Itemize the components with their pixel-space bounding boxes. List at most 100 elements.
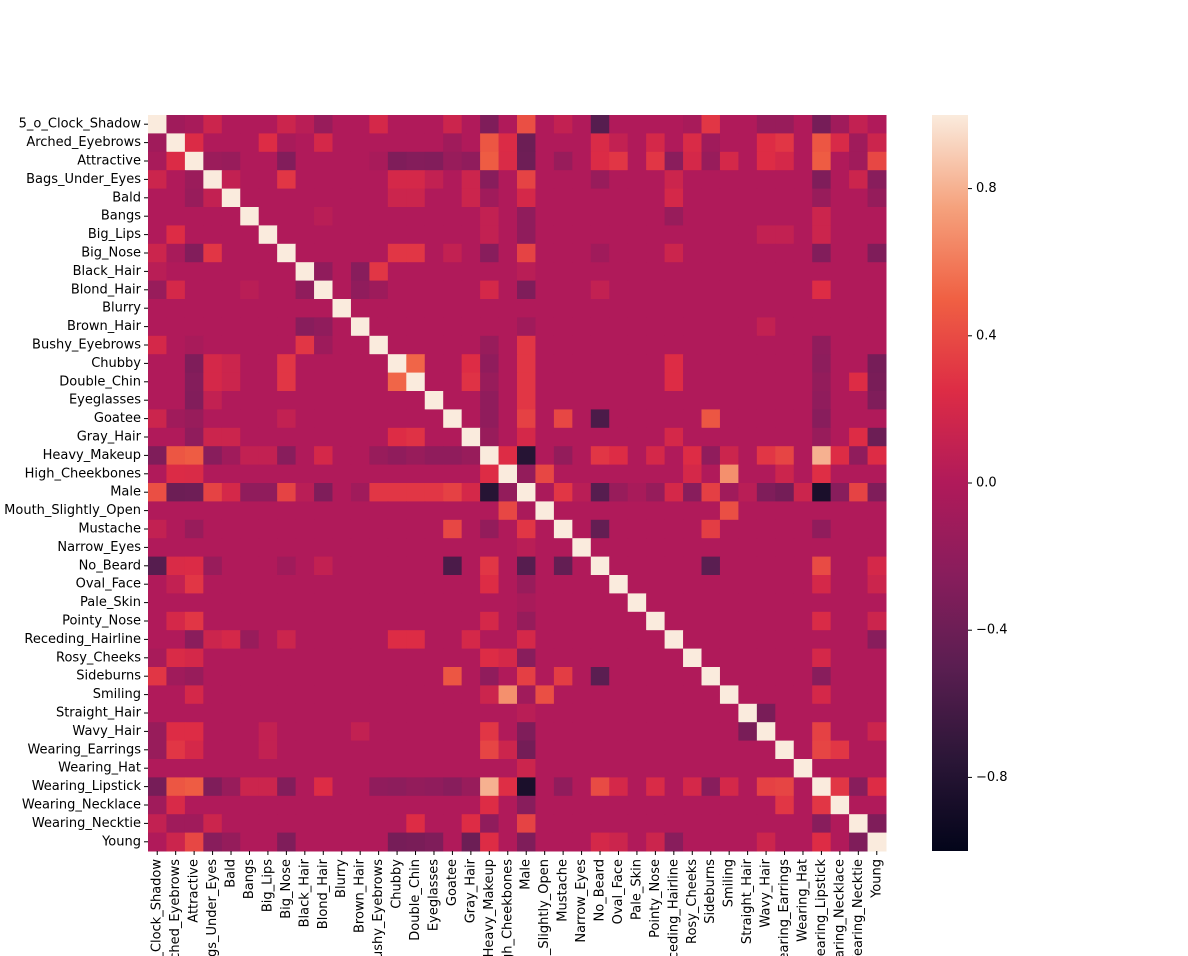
cell — [166, 427, 186, 447]
cell — [443, 170, 463, 190]
cell — [572, 446, 592, 466]
cell — [646, 630, 666, 650]
cell — [830, 464, 850, 484]
cell — [480, 648, 500, 668]
cell — [240, 538, 260, 558]
colorbar-tick-label: 0.8 — [976, 181, 997, 196]
cell — [572, 188, 592, 208]
cell — [867, 427, 887, 447]
cell — [719, 667, 739, 686]
cell — [590, 464, 610, 484]
cell — [535, 335, 555, 355]
cell — [867, 151, 887, 171]
x-tick-label: Oval_Face — [611, 859, 626, 924]
cell — [277, 317, 297, 337]
cell — [498, 795, 518, 815]
cell — [387, 611, 407, 631]
cell — [443, 814, 463, 834]
cell — [314, 299, 333, 318]
cell — [812, 575, 832, 594]
cell — [793, 391, 813, 410]
cell — [480, 115, 500, 134]
cell — [424, 317, 444, 337]
cell — [332, 151, 352, 171]
cell — [867, 593, 887, 613]
cell — [424, 832, 444, 852]
cell — [812, 446, 832, 466]
cell — [646, 243, 666, 263]
cell — [812, 354, 832, 374]
cell — [443, 740, 463, 760]
cell — [793, 777, 813, 797]
cell — [719, 299, 739, 318]
cell — [683, 703, 702, 723]
cell — [535, 372, 555, 392]
cell — [406, 262, 426, 282]
cell — [387, 243, 407, 263]
cell — [793, 372, 813, 392]
cell — [184, 280, 204, 300]
cell — [553, 648, 573, 668]
cell — [719, 814, 739, 834]
cell — [738, 777, 758, 797]
cell — [553, 207, 573, 226]
cell — [830, 280, 850, 300]
cell — [203, 832, 223, 852]
cell — [627, 832, 647, 852]
cell — [793, 832, 813, 852]
cell — [775, 354, 795, 374]
cell — [203, 703, 223, 723]
cell — [719, 630, 739, 650]
cell — [517, 335, 536, 355]
y-tick-label: Wearing_Necklace — [22, 798, 141, 813]
cell — [867, 464, 887, 484]
cell — [517, 519, 536, 539]
cell — [443, 280, 463, 300]
cell — [830, 225, 850, 245]
cell — [719, 280, 739, 300]
cell — [166, 372, 186, 392]
cell — [148, 685, 167, 705]
cell — [849, 556, 869, 576]
cell — [830, 519, 850, 539]
cell — [184, 243, 204, 263]
cell — [406, 464, 426, 484]
x-tick-label: Arched_Eyebrows — [168, 859, 183, 956]
cell — [369, 777, 389, 797]
cell — [664, 814, 684, 834]
cell — [277, 556, 297, 576]
cell — [572, 519, 592, 539]
cell — [277, 391, 297, 410]
cell — [775, 519, 795, 539]
cell — [664, 409, 684, 429]
cell — [646, 575, 666, 594]
cell — [719, 262, 739, 282]
cell — [240, 188, 260, 208]
cell — [756, 759, 776, 778]
cell — [406, 115, 426, 134]
cell — [738, 133, 758, 153]
cell — [627, 593, 647, 613]
cell — [609, 335, 629, 355]
y-tick-label: Gray_Hair — [77, 430, 142, 445]
cell — [609, 409, 629, 429]
cell — [480, 354, 500, 374]
cell — [258, 464, 278, 484]
cell — [480, 372, 500, 392]
cell — [590, 299, 610, 318]
cell — [867, 335, 887, 355]
cell — [184, 501, 204, 521]
cell — [793, 354, 813, 374]
cell — [240, 630, 260, 650]
cell — [609, 115, 629, 134]
cell — [387, 575, 407, 594]
cell — [738, 427, 758, 447]
cell — [314, 814, 333, 834]
cell — [258, 280, 278, 300]
cell — [203, 188, 223, 208]
cell — [812, 685, 832, 705]
cell — [148, 188, 167, 208]
cell — [793, 575, 813, 594]
cell — [849, 685, 869, 705]
cell — [424, 685, 444, 705]
